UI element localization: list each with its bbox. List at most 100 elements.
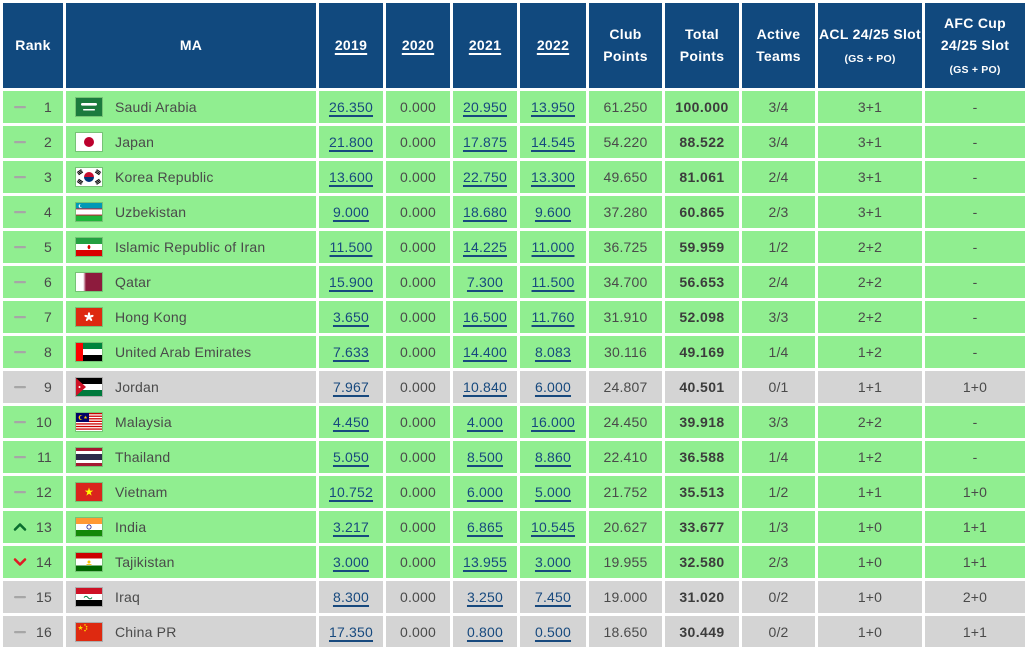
total-points-value: 59.959 — [679, 239, 725, 255]
y2021-value[interactable]: 16.500 — [462, 309, 508, 325]
y2022-value[interactable]: 8.860 — [534, 449, 572, 465]
malaysia-flag-icon — [76, 413, 102, 431]
total-points-value: 100.000 — [675, 99, 729, 115]
y2021-value[interactable]: 6.865 — [466, 519, 504, 535]
active-teams-value: 1/3 — [768, 519, 789, 535]
acl-slot-value: 1+0 — [857, 624, 883, 640]
y2021-value[interactable]: 4.000 — [466, 414, 504, 430]
total-points-value: 33.677 — [679, 519, 725, 535]
active-teams-value: 2/3 — [768, 554, 789, 570]
column-header-label: Club Points — [603, 25, 648, 64]
y2022-value[interactable]: 13.950 — [530, 99, 576, 115]
active-teams-value: 3/4 — [768, 134, 789, 150]
y2019-value[interactable]: 7.967 — [332, 379, 370, 395]
column-header-y2020[interactable]: 2020 — [383, 0, 453, 91]
y2019-value[interactable]: 26.350 — [328, 99, 374, 115]
table-body: 1 Saudi Arabia 26.350 0.000 20.950 13.950 61.2… — [0, 88, 1025, 647]
y2021-value[interactable]: 13.955 — [462, 554, 508, 570]
column-header-label: 2021 — [468, 36, 502, 53]
china-pr-flag-icon — [76, 623, 102, 641]
afc-cup-slot-value: - — [972, 239, 978, 255]
y2021-value[interactable]: 14.400 — [462, 344, 508, 360]
y2021-value[interactable]: 3.250 — [466, 589, 504, 605]
afc-cup-slot-value: - — [972, 274, 978, 290]
active-teams-value: 1/4 — [768, 344, 789, 360]
y2021-value[interactable]: 17.875 — [462, 134, 508, 150]
column-header-sublabel: (GS + PO) — [844, 52, 896, 65]
y2022-value[interactable]: 11.760 — [531, 309, 575, 325]
y2019-value[interactable]: 17.350 — [328, 624, 374, 640]
y2022-value[interactable]: 13.300 — [530, 169, 576, 185]
y2019-value[interactable]: 4.450 — [332, 414, 370, 430]
y2019-value[interactable]: 5.050 — [332, 449, 370, 465]
table-row: 2 Japan 21.800 0.000 17.875 14.545 54.220 88.52… — [0, 123, 1025, 161]
y2019-value[interactable]: 8.300 — [332, 589, 370, 605]
y2022-value[interactable]: 14.545 — [530, 134, 576, 150]
y2022-value[interactable]: 0.500 — [534, 624, 572, 640]
y2019-value[interactable]: 11.500 — [329, 239, 373, 255]
column-header-label: 2020 — [401, 36, 435, 53]
club-points-value: 22.410 — [603, 449, 648, 465]
y2022-value[interactable]: 11.000 — [531, 239, 575, 255]
acl-slot-value: 1+0 — [857, 519, 883, 535]
total-points-value: 35.513 — [679, 484, 725, 500]
y2022-value[interactable]: 5.000 — [534, 484, 572, 500]
y2022-value[interactable]: 11.500 — [531, 274, 575, 290]
y2019-value[interactable]: 10.752 — [328, 484, 374, 500]
y2019-value[interactable]: 3.650 — [332, 309, 370, 325]
movement-same-icon — [12, 274, 28, 290]
y2022-value[interactable]: 9.600 — [534, 204, 572, 220]
y2021-value[interactable]: 22.750 — [462, 169, 508, 185]
acl-slot-value: 3+1 — [857, 204, 883, 220]
rank-number: 9 — [44, 379, 52, 395]
total-points-value: 88.522 — [679, 134, 725, 150]
y2021-value[interactable]: 14.225 — [462, 239, 508, 255]
acl-slot-value: 1+1 — [857, 379, 883, 395]
rank-number: 15 — [36, 589, 52, 605]
column-header-label: Total Points — [679, 25, 725, 64]
y2019-value[interactable]: 21.800 — [328, 134, 374, 150]
y2019-value[interactable]: 7.633 — [332, 344, 370, 360]
column-header-label: ACL 24/25 Slot — [819, 26, 921, 43]
afc-cup-slot-value: - — [972, 449, 978, 465]
active-teams-value: 3/4 — [768, 99, 789, 115]
y2022-value[interactable]: 8.083 — [534, 344, 572, 360]
column-header-active_teams: Active Teams — [739, 0, 818, 91]
y2022-value[interactable]: 16.000 — [530, 414, 576, 430]
afc-cup-slot-value: - — [972, 204, 978, 220]
country-name: Uzbekistan — [115, 204, 187, 220]
country-name: Saudi Arabia — [115, 99, 197, 115]
country-name: United Arab Emirates — [115, 344, 252, 360]
table-row: 1 Saudi Arabia 26.350 0.000 20.950 13.950 61.2… — [0, 88, 1025, 126]
country-name: Tajikistan — [115, 554, 175, 570]
y2022-value[interactable]: 10.545 — [530, 519, 576, 535]
y2021-value[interactable]: 8.500 — [466, 449, 504, 465]
country-name: Thailand — [115, 449, 171, 465]
y2019-value[interactable]: 3.000 — [332, 554, 370, 570]
y2021-value[interactable]: 0.800 — [466, 624, 504, 640]
country-name: Iraq — [115, 589, 140, 605]
y2022-value[interactable]: 6.000 — [534, 379, 572, 395]
column-header-y2021[interactable]: 2021 — [450, 0, 520, 91]
y2019-value[interactable]: 3.217 — [332, 519, 370, 535]
thailand-flag-icon — [76, 448, 102, 466]
column-header-club_points: Club Points — [586, 0, 665, 91]
y2019-value[interactable]: 9.000 — [332, 204, 370, 220]
y2021-value[interactable]: 10.840 — [462, 379, 508, 395]
y2021-value[interactable]: 7.300 — [466, 274, 504, 290]
y2022-value[interactable]: 3.000 — [534, 554, 572, 570]
country-name: Qatar — [115, 274, 152, 290]
y2019-value[interactable]: 15.900 — [328, 274, 374, 290]
y2019-value[interactable]: 13.600 — [328, 169, 374, 185]
column-header-y2022[interactable]: 2022 — [517, 0, 589, 91]
y2022-value[interactable]: 7.450 — [534, 589, 572, 605]
y2021-value[interactable]: 18.680 — [462, 204, 508, 220]
y2020-value: 0.000 — [399, 624, 437, 640]
y2021-value[interactable]: 20.950 — [462, 99, 508, 115]
total-points-value: 40.501 — [679, 379, 725, 395]
y2021-value[interactable]: 6.000 — [466, 484, 504, 500]
club-points-value: 19.000 — [603, 589, 648, 605]
iran-flag-icon — [76, 238, 102, 256]
column-header-y2019[interactable]: 2019 — [316, 0, 386, 91]
